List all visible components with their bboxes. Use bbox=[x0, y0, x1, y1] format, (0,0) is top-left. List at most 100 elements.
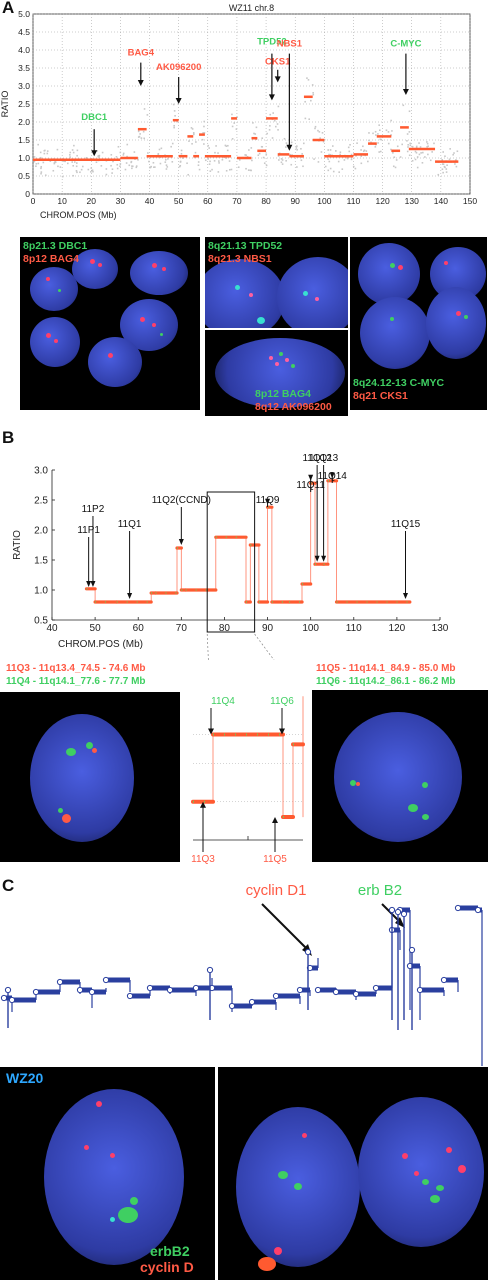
probe-point bbox=[407, 144, 409, 146]
probe-point bbox=[268, 129, 271, 131]
probe-point bbox=[271, 137, 274, 139]
probe-point bbox=[142, 130, 145, 133]
cn-breakpoint bbox=[408, 946, 416, 954]
probe-point bbox=[95, 161, 98, 164]
nucleus bbox=[277, 257, 348, 328]
red-signal bbox=[315, 297, 319, 301]
probe-point bbox=[37, 143, 39, 146]
probe-point bbox=[327, 158, 330, 160]
probe-point bbox=[138, 135, 141, 138]
green-signal bbox=[390, 317, 394, 321]
probe-point bbox=[304, 117, 307, 120]
probe-point bbox=[346, 157, 349, 159]
green-signal bbox=[58, 808, 63, 813]
arrowhead bbox=[90, 581, 96, 587]
probe-point bbox=[244, 154, 246, 156]
photo-label-green: 8p12 BAG4 bbox=[255, 388, 312, 400]
y-tick-label: 1.5 bbox=[34, 556, 48, 567]
red-signal bbox=[414, 1171, 419, 1176]
probe-point bbox=[377, 142, 379, 144]
fish-photo-cmyc-cks1: 8q24.12-13 C-MYC 8q21 CKS1 bbox=[350, 237, 487, 410]
probe-point bbox=[69, 156, 71, 158]
probe-point bbox=[46, 152, 49, 155]
probe-point bbox=[394, 166, 397, 169]
zoom-guide-right bbox=[254, 633, 275, 660]
probe-point bbox=[332, 170, 335, 173]
probe-point bbox=[236, 116, 238, 119]
probe-point bbox=[130, 161, 132, 164]
probe-point bbox=[46, 150, 49, 152]
probe-point bbox=[426, 145, 428, 148]
probe-point bbox=[149, 166, 152, 169]
probe-point bbox=[87, 168, 90, 171]
red-signal bbox=[249, 293, 253, 297]
probe-point bbox=[328, 153, 330, 156]
probe-point bbox=[64, 160, 67, 163]
green-signal bbox=[278, 1171, 288, 1179]
green-signal bbox=[118, 1207, 138, 1223]
probe-point bbox=[295, 147, 298, 149]
probe-point bbox=[441, 168, 444, 171]
legend-cyclin-d: cyclin D bbox=[140, 1259, 194, 1275]
cn-breakpoint bbox=[332, 988, 340, 996]
x-tick-label: 80 bbox=[261, 196, 271, 206]
probe-point bbox=[40, 172, 42, 175]
probe-point bbox=[416, 166, 419, 169]
green-signal bbox=[160, 333, 163, 336]
probe-point bbox=[37, 162, 40, 165]
arrowhead bbox=[279, 728, 285, 735]
probe-point bbox=[203, 125, 205, 128]
probe-point bbox=[125, 162, 128, 164]
red-signal bbox=[96, 1101, 102, 1107]
probe-point bbox=[427, 145, 429, 148]
probe-point bbox=[226, 149, 229, 152]
probe-point bbox=[280, 161, 283, 164]
arrowhead bbox=[286, 144, 293, 151]
probe-point bbox=[318, 131, 321, 133]
y-tick-label: 1.5 bbox=[18, 135, 30, 145]
probe-point bbox=[300, 147, 302, 150]
sample-label-wz20: WZ20 bbox=[6, 1070, 44, 1086]
probe-point bbox=[116, 163, 119, 166]
arrowhead bbox=[175, 98, 182, 104]
probe-point bbox=[387, 142, 390, 145]
probe-point bbox=[228, 160, 231, 162]
red-signal bbox=[285, 358, 289, 362]
green-signal bbox=[279, 352, 283, 356]
probe-point bbox=[231, 113, 233, 116]
x-tick-label: 40 bbox=[145, 196, 155, 206]
cn-breakpoint bbox=[0, 994, 8, 1002]
probe-point bbox=[427, 153, 429, 156]
probe-point bbox=[312, 92, 314, 94]
probe-point bbox=[143, 137, 145, 140]
probe-point bbox=[261, 137, 264, 140]
x-tick-label: 130 bbox=[405, 196, 419, 206]
x-tick-label: 150 bbox=[463, 196, 477, 206]
probe-point bbox=[128, 164, 131, 167]
y-tick-label: 4.5 bbox=[18, 27, 30, 37]
probe-point bbox=[40, 165, 43, 168]
probe-point bbox=[194, 151, 197, 154]
zoom-step-line bbox=[212, 696, 304, 818]
probe-point bbox=[146, 114, 149, 116]
probe-point bbox=[97, 155, 100, 157]
probe-point bbox=[420, 152, 422, 154]
probe-point bbox=[408, 131, 411, 133]
probe-point bbox=[355, 154, 357, 157]
fish-photo-11q5-11q6 bbox=[312, 690, 488, 862]
arrowhead bbox=[178, 539, 184, 545]
x-tick-label: 70 bbox=[176, 623, 188, 634]
cn-breakpoint bbox=[474, 906, 482, 914]
probe-point bbox=[170, 145, 172, 148]
probe-point bbox=[133, 151, 136, 153]
probe-point bbox=[217, 152, 219, 154]
probe-point bbox=[454, 163, 456, 165]
probe-point bbox=[321, 132, 324, 134]
probe-point bbox=[449, 148, 451, 150]
red-signal bbox=[152, 323, 156, 327]
red-signal bbox=[98, 263, 102, 267]
probe-point bbox=[278, 159, 280, 161]
probe-point bbox=[276, 123, 279, 125]
cn-breakpoint bbox=[304, 948, 312, 956]
arrowhead bbox=[86, 581, 92, 587]
